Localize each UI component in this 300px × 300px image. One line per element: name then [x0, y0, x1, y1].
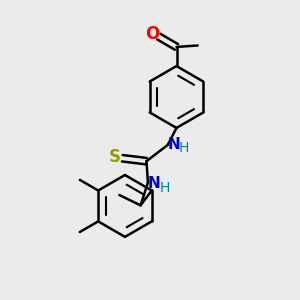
Text: N: N [148, 176, 161, 191]
Text: O: O [145, 25, 160, 43]
Text: N: N [168, 137, 181, 152]
Text: H: H [179, 141, 189, 155]
Text: H: H [159, 181, 170, 195]
Text: S: S [109, 148, 121, 166]
